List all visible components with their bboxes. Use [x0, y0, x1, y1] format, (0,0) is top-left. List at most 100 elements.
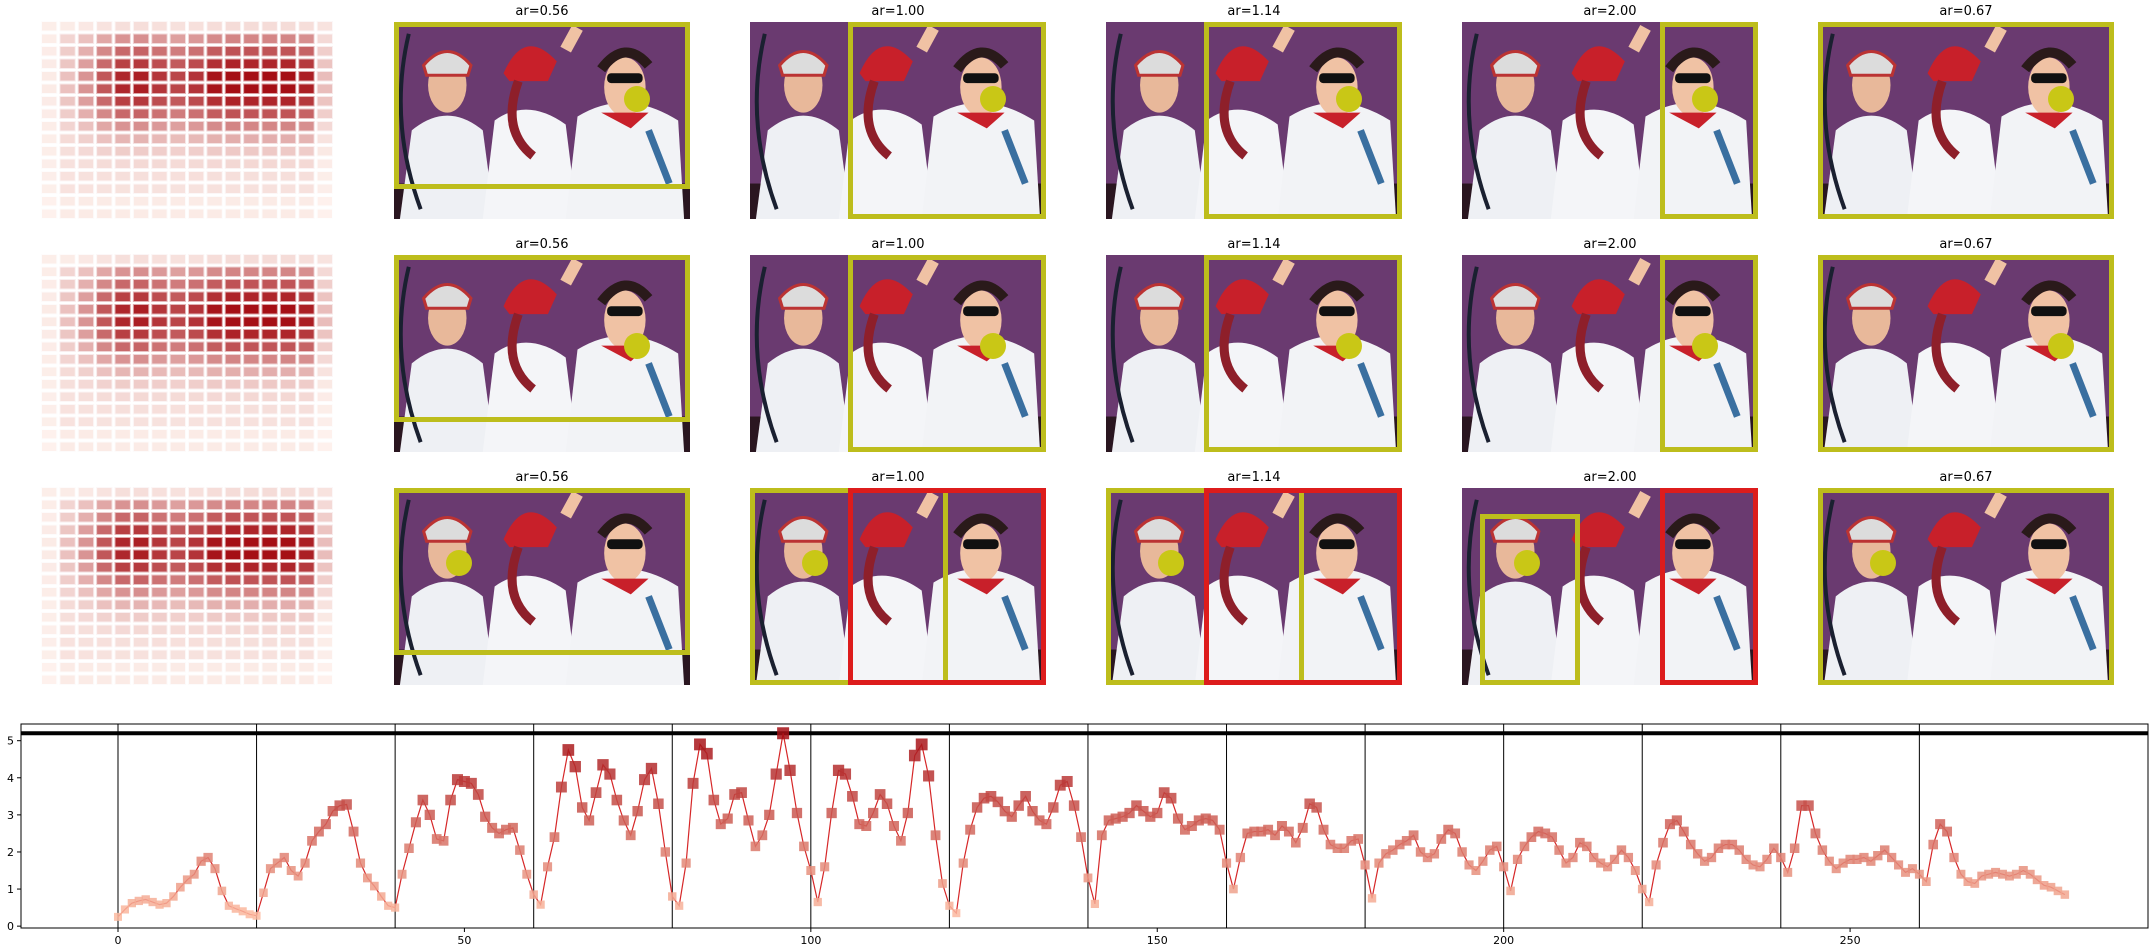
- heatmap-cell: [96, 316, 113, 327]
- data-point-marker: [861, 821, 872, 831]
- heatmap-cell: [77, 674, 95, 685]
- data-point-marker: [908, 749, 921, 762]
- heatmap-cell: [298, 612, 315, 623]
- heatmap-cell: [224, 404, 242, 415]
- heatmap-cell: [169, 46, 186, 57]
- heatmap-cell: [41, 208, 58, 219]
- heatmap-cell: [279, 254, 297, 265]
- data-point-marker: [259, 888, 268, 898]
- heatmap-cell: [261, 46, 278, 57]
- focus-point-marker: [1335, 86, 1362, 112]
- heatmap-cell: [206, 487, 223, 498]
- heatmap-cell: [224, 33, 242, 44]
- heatmap-cell: [114, 441, 131, 452]
- data-point-marker: [1013, 800, 1024, 811]
- data-point-marker: [1443, 824, 1454, 835]
- data-point-marker: [999, 805, 1010, 817]
- data-point-marker: [1769, 843, 1779, 854]
- data-point-marker: [799, 841, 809, 852]
- heatmap-cell: [169, 304, 186, 315]
- heatmap-cell: [151, 441, 168, 452]
- data-point-marker: [210, 864, 220, 874]
- heatmap-cell: [169, 429, 186, 440]
- data-point-marker: [687, 777, 699, 789]
- heatmap-cell: [316, 304, 333, 315]
- heatmap-cell: [169, 108, 186, 119]
- data-point-marker: [397, 869, 407, 879]
- heatmap-cell: [132, 537, 150, 548]
- data-point-marker: [2053, 886, 2063, 896]
- data-point-marker: [923, 770, 935, 782]
- heatmap-cell: [316, 329, 333, 340]
- heatmap-cell: [188, 83, 205, 94]
- heatmap-cell: [206, 183, 223, 194]
- data-point-marker: [1623, 852, 1634, 863]
- heatmap-cell: [224, 429, 242, 440]
- data-point-marker: [660, 847, 671, 857]
- heatmap-cell: [132, 21, 150, 32]
- heatmap-cell: [261, 71, 278, 82]
- heatmap-cell: [59, 341, 76, 352]
- heatmap-cell: [77, 329, 95, 340]
- heatmap-cell: [261, 183, 278, 194]
- heatmap-cell: [59, 316, 76, 327]
- data-point-marker: [1783, 867, 1793, 877]
- heatmap-cell: [41, 366, 58, 377]
- data-point-marker: [1859, 852, 1869, 863]
- heatmap-cell: [132, 254, 150, 265]
- heatmap-cell: [41, 96, 58, 107]
- heatmap-cell: [59, 637, 76, 648]
- heatmap-cell: [316, 158, 333, 169]
- data-point-marker: [1249, 826, 1260, 837]
- heatmap-cell: [188, 96, 205, 107]
- y-tick-label: 4: [7, 772, 14, 785]
- heatmap-cell: [132, 562, 150, 573]
- heatmap-cell: [96, 71, 113, 82]
- heatmap-cell: [224, 549, 242, 560]
- data-point-marker: [1845, 854, 1855, 865]
- heatmap-cell: [151, 612, 168, 623]
- focus-point-marker: [802, 550, 829, 577]
- data-point-marker: [1353, 834, 1364, 844]
- heatmap-cell: [132, 121, 150, 132]
- heatmap-cell: [41, 599, 58, 610]
- heatmap-cell: [316, 183, 333, 194]
- heatmap-cell: [206, 108, 223, 119]
- heatmap-cell: [59, 83, 76, 94]
- heatmap-cell: [206, 121, 223, 132]
- selected-crop-box: [1818, 22, 2114, 219]
- data-point-marker: [1582, 841, 1592, 852]
- data-point-marker: [1651, 860, 1661, 870]
- heatmap-cell: [41, 499, 58, 510]
- heatmap-cell: [169, 266, 186, 277]
- aspect-ratio-title: ar=1.00: [871, 4, 925, 19]
- heatmap-cell: [132, 208, 150, 219]
- heatmap-cell: [114, 391, 131, 402]
- data-point-marker: [543, 862, 553, 872]
- data-point-marker: [134, 896, 143, 906]
- heatmap-cell: [59, 329, 76, 340]
- heatmap-cell: [114, 121, 131, 132]
- crop-panel: ar=0.67: [1818, 470, 2114, 685]
- data-point-marker: [1942, 826, 1953, 837]
- heatmap-cell: [77, 83, 95, 94]
- data-point-marker: [958, 858, 968, 868]
- data-point-marker: [1664, 819, 1675, 830]
- x-tick-label: 250: [1840, 934, 1861, 947]
- heatmap-cell: [298, 46, 315, 57]
- data-point-marker: [1706, 852, 1717, 863]
- heatmap-cell: [114, 624, 131, 635]
- heatmap-cell: [151, 133, 168, 144]
- data-point-marker: [1748, 860, 1758, 870]
- heatmap-cell: [96, 341, 113, 352]
- heatmap-cell: [114, 562, 131, 573]
- heatmap-cell: [41, 279, 58, 290]
- heatmap-cell: [114, 83, 131, 94]
- data-point-marker: [832, 764, 845, 776]
- heatmap-cell: [224, 562, 242, 573]
- heatmap-cell: [316, 171, 333, 182]
- heatmap-cell: [41, 183, 58, 194]
- data-point-marker: [1991, 867, 2001, 877]
- heatmap-cell: [188, 58, 205, 69]
- data-point-marker: [1311, 802, 1322, 813]
